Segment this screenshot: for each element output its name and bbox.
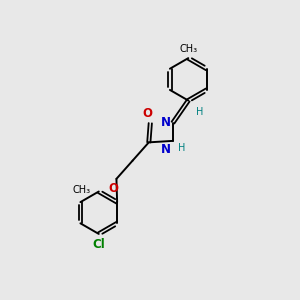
Text: H: H [196, 106, 203, 117]
Text: O: O [109, 182, 118, 195]
Text: CH₃: CH₃ [179, 44, 197, 54]
Text: H: H [178, 143, 186, 153]
Text: N: N [160, 143, 171, 156]
Text: O: O [142, 107, 152, 120]
Text: Cl: Cl [92, 238, 105, 251]
Text: CH₃: CH₃ [72, 185, 91, 195]
Text: N: N [160, 116, 171, 129]
